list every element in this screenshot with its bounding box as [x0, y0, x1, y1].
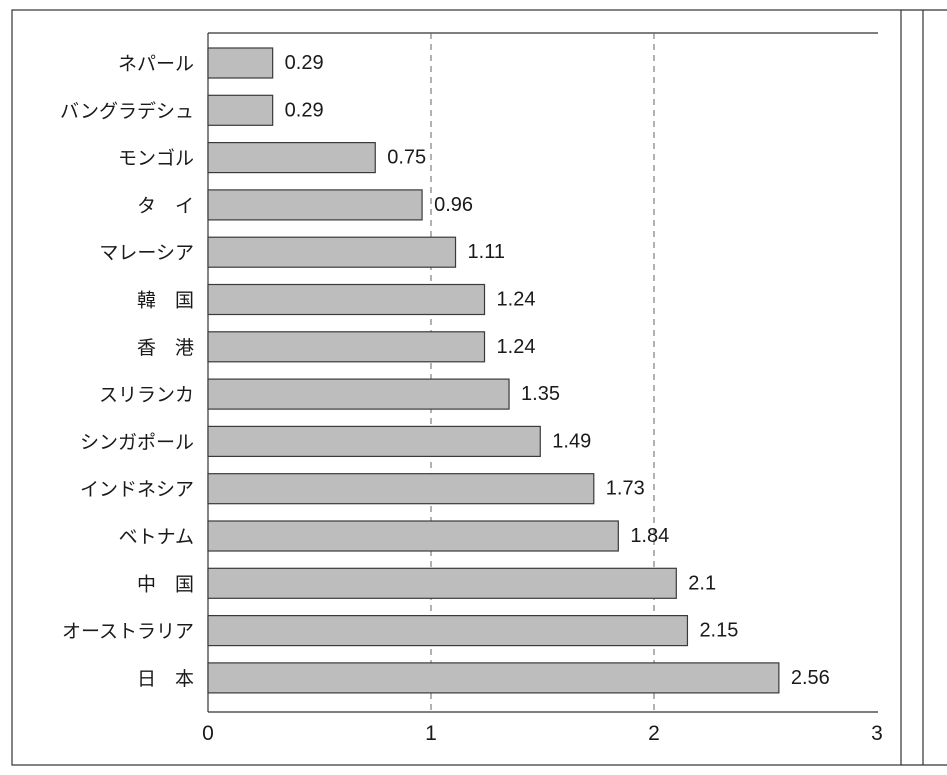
bar-5: [207, 283, 486, 316]
x-tick-label-1: 1: [425, 722, 437, 745]
category-label-4: マレーシア: [99, 242, 194, 264]
category-label-7: スリランカ: [99, 384, 194, 406]
bar-8: [207, 425, 541, 457]
value-label-10: 1.84: [630, 525, 669, 547]
category-label-9: インドネシア: [80, 479, 194, 501]
value-label-7: 1.35: [521, 383, 560, 405]
value-label-2: 0.75: [387, 147, 426, 169]
category-label-11: 中 国: [137, 573, 194, 595]
category-label-1: バングラデシュ: [60, 100, 194, 122]
bar-13: [207, 662, 780, 694]
x-tick-label-3: 3: [871, 722, 883, 745]
category-label-12: オーストラリア: [62, 621, 194, 643]
bar-2: [207, 142, 376, 174]
x-tick-label-0: 0: [202, 722, 214, 745]
bar-1: [207, 94, 274, 126]
value-label-13: 2.56: [791, 667, 830, 689]
category-label-6: 香 港: [137, 337, 194, 359]
value-labels: 0.29 0.29 0.75 0.96 1.11 1.24 1.24 1.35 1.49 1.73…: [285, 52, 830, 689]
value-label-11: 2.1: [688, 572, 716, 594]
category-label-8: シンガポール: [80, 431, 194, 453]
bar-3: [207, 189, 423, 221]
bar-12: [207, 614, 689, 647]
bar-0: [207, 47, 274, 79]
value-label-12: 2.15: [699, 620, 738, 642]
x-tick-labels: 0 1 2 3: [202, 722, 883, 745]
grid-lines: [430, 33, 655, 712]
bar-10: [207, 520, 619, 552]
bar-9: [207, 473, 595, 505]
value-label-4: 1.11: [468, 241, 505, 263]
value-label-6: 1.24: [497, 336, 536, 358]
bar-4: [207, 236, 457, 268]
category-label-2: モンゴル: [118, 148, 194, 170]
bar-7: [207, 378, 510, 410]
value-label-9: 1.73: [606, 478, 645, 500]
category-label-13: 日 本: [137, 668, 194, 690]
x-tick-label-2: 2: [648, 722, 660, 745]
value-label-3: 0.96: [434, 194, 473, 216]
bar-6: [207, 331, 486, 363]
category-label-5: 韓 国: [137, 290, 194, 312]
category-label-0: ネパール: [118, 53, 194, 75]
category-label-3: タ イ: [137, 195, 194, 217]
category-label-10: ベトナム: [119, 526, 194, 548]
value-label-1: 0.29: [285, 99, 324, 121]
value-label-0: 0.29: [285, 52, 324, 74]
bars: [207, 47, 780, 694]
bar-11: [207, 567, 677, 599]
value-label-5: 1.24: [497, 289, 536, 311]
chart-frame: [11, 9, 902, 766]
value-label-8: 1.49: [552, 430, 591, 452]
